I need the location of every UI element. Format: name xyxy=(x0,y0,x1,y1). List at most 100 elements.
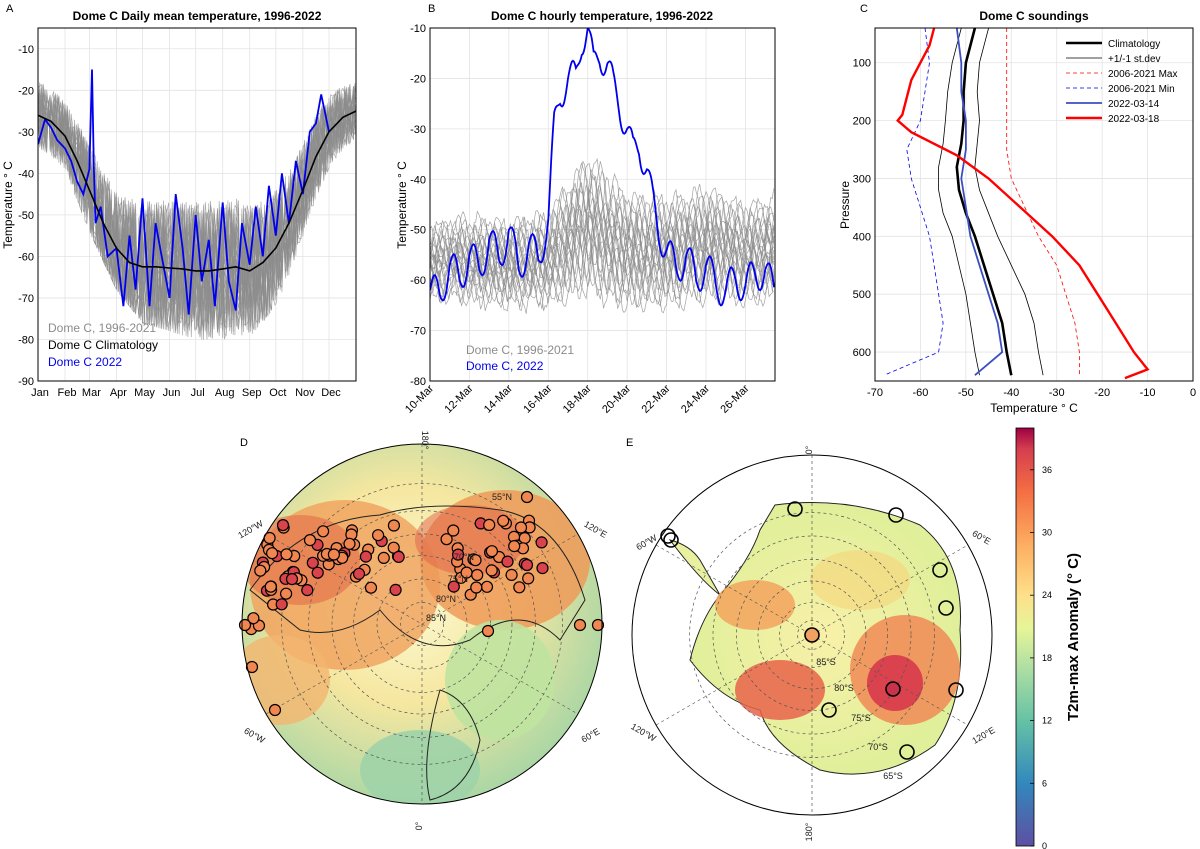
arctic-station-marker xyxy=(520,490,534,504)
antarctic-label-180: 180° xyxy=(804,822,814,841)
chart-a-ytick-label: -80 xyxy=(18,334,34,346)
graticule-ring xyxy=(712,535,912,735)
chart-c-xtick-label: -40 xyxy=(1003,387,1019,399)
chart-c-grid xyxy=(874,28,1194,381)
panel-b: B Dome C hourly temperature, 1996-2022 -… xyxy=(395,3,776,416)
arctic-station-marker xyxy=(317,525,330,538)
arctic-station-marker xyxy=(508,539,521,553)
chart-b-historical-line xyxy=(430,221,775,302)
arctic-station-marker xyxy=(280,548,293,561)
antarctic-station-marker xyxy=(804,627,820,643)
chart-a-ticks: -90 -80 -70 -60 -50 -40 -30 -20 -10 Jan Feb Mar Apr M… xyxy=(18,44,341,399)
arctic-stations xyxy=(238,490,605,717)
chart-b-historical-line xyxy=(430,230,775,304)
arctic-station-marker xyxy=(266,547,279,560)
chart-a-legend-historical: Dome C, 1996-2021 xyxy=(48,321,156,335)
arctic-station-marker xyxy=(535,536,548,549)
chart-a-xtick-label: Jul xyxy=(191,387,205,399)
chart-b-xtick-label: 16-Mar xyxy=(521,382,554,415)
chart-b-xtick-label: 24-Mar xyxy=(679,382,712,415)
chart-a-xtick-label: Sep xyxy=(242,387,262,399)
arctic-station-marker xyxy=(514,521,528,534)
chart-b-frame xyxy=(429,27,776,382)
chart-c-ticks: 100 200 300 400 500 600 -70 -60 -50 -40 -30 -20 -10 0 xyxy=(853,58,1196,399)
antarctic-label-85s: 85°S xyxy=(816,657,836,667)
arctic-station-marker xyxy=(364,581,378,594)
antarctic-station-marker xyxy=(888,507,904,523)
arctic-station-marker xyxy=(505,568,518,582)
arctic-station-marker xyxy=(447,524,460,537)
chart-b-xtick-label: 14-Mar xyxy=(482,382,515,415)
panel-letter-e: E xyxy=(626,437,633,449)
graticule-ring xyxy=(400,602,444,646)
chart-c-line-2022-03-18 xyxy=(896,28,1150,380)
chart-a-xtick-label: Feb xyxy=(58,387,77,399)
arctic-station-marker xyxy=(483,518,496,532)
chart-a-ytick-label: -40 xyxy=(18,168,34,180)
colorbar-tick-label: 6 xyxy=(1042,778,1047,788)
panel-letter-b: B xyxy=(428,3,435,15)
arctic-station-marker xyxy=(481,624,495,638)
chart-c-line-climatology xyxy=(955,28,1013,376)
chart-c-line-2006-2021-max xyxy=(1006,28,1080,376)
antarctic-stations xyxy=(660,501,964,760)
chart-b-ytick-label: -20 xyxy=(410,73,426,85)
chart-a-legend-climatology: Dome C Climatology xyxy=(48,338,158,352)
chart-c-legend-label: 2006-2021 Min xyxy=(1108,84,1175,95)
panel-letter-d: D xyxy=(240,437,248,449)
chart-a-xtick-label: May xyxy=(134,387,155,399)
chart-b-line-2022 xyxy=(430,28,775,307)
chart-c-ytick-label: 100 xyxy=(853,58,871,70)
colorbar-tick-label: 36 xyxy=(1042,465,1052,475)
chart-c-legend-label: 2022-03-18 xyxy=(1108,114,1160,125)
antarctic-label-75s: 75°S xyxy=(851,713,871,723)
antarctic-label-60e: 60°E xyxy=(971,528,993,546)
chart-a-historical-line xyxy=(38,89,356,334)
arctic-label-75n: 75°N xyxy=(448,574,468,584)
arctic-label-85n: 85°N xyxy=(426,613,446,623)
chart-c-ytick-label: 500 xyxy=(853,289,871,301)
chart-a-xtick-label: Nov xyxy=(295,387,315,399)
antarctic-label-120e: 120°E xyxy=(970,725,996,746)
chart-a-xtick-label: Jun xyxy=(163,387,181,399)
arctic-station-marker xyxy=(343,537,356,550)
chart-c-legend-label: 2022-03-14 xyxy=(1108,99,1160,110)
arctic-station-marker xyxy=(591,618,605,632)
colorbar-tick-label: 24 xyxy=(1042,590,1052,600)
arctic-label-0: 0° xyxy=(414,821,424,830)
colorbar-scale xyxy=(1015,427,1035,847)
antarctic-label-120w: 120°W xyxy=(629,721,658,743)
chart-b-lines xyxy=(430,28,775,307)
chart-a-line-2022 xyxy=(38,69,330,315)
chart-b-ytick-label: -60 xyxy=(410,275,426,287)
arctic-station-marker xyxy=(352,567,366,580)
antarctic-station-marker xyxy=(885,681,901,697)
chart-b-ytick-label: -10 xyxy=(410,23,426,35)
chart-c-ytick-label: 600 xyxy=(853,347,871,359)
chart-a-ytick-label: -60 xyxy=(18,251,34,263)
arctic-station-marker xyxy=(501,555,514,568)
antarctic-label-65s: 65°S xyxy=(883,771,903,781)
arctic-station-marker xyxy=(264,580,277,593)
chart-b-historical-series xyxy=(430,157,775,314)
chart-a-ytick-label: -10 xyxy=(18,44,34,56)
chart-a-ytick-label: -90 xyxy=(18,376,34,388)
arctic-station-marker xyxy=(377,551,390,565)
chart-c-xtick-label: -50 xyxy=(958,387,974,399)
chart-c-legend-label: Climatology xyxy=(1108,39,1160,50)
colorbar-ticks: 0 6 12 18 24 30 36 xyxy=(1030,465,1052,849)
panel-letter-c: C xyxy=(860,3,868,15)
antarctic-station-marker xyxy=(660,528,676,544)
arctic-station-marker xyxy=(285,572,299,586)
chart-a-legend-2022: Dome C 2022 xyxy=(48,355,122,369)
chart-c-xtick-label: 0 xyxy=(1190,387,1196,399)
chart-b-historical-line xyxy=(430,214,775,298)
arctic-station-marker xyxy=(276,518,290,532)
graticule-ring xyxy=(353,555,491,693)
antarctic-station-marker xyxy=(821,702,837,718)
graticule-ring xyxy=(308,510,536,738)
chart-b-ytick-label: -30 xyxy=(410,124,426,136)
chart-a-line-climatology xyxy=(38,110,356,272)
arctic-station-marker xyxy=(306,556,319,569)
